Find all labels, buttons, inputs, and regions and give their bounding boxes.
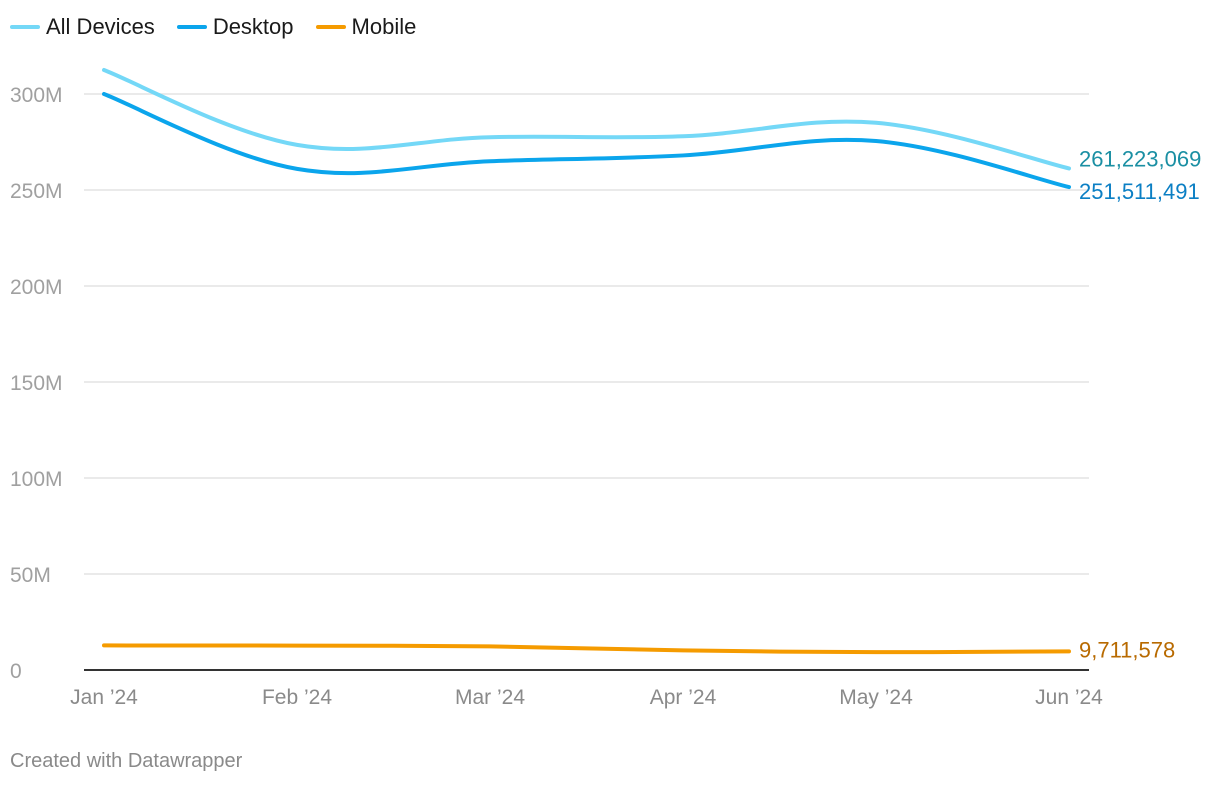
y-tick-label: 250M (10, 180, 63, 203)
x-tick-label: Apr ’24 (650, 686, 717, 709)
y-tick-label: 200M (10, 276, 63, 299)
end-label-mobile: 9,711,578 (1079, 637, 1175, 662)
x-tick-label: Mar ’24 (455, 686, 525, 709)
x-tick-label: Jan ’24 (70, 686, 138, 709)
y-tick-label: 300M (10, 84, 63, 107)
series-line-mobile (102, 643, 1071, 655)
legend-swatch-all-devices (10, 25, 40, 29)
legend: All Devices Desktop Mobile (10, 14, 416, 40)
series-line-all-devices (102, 68, 1071, 171)
y-tick-label: 50M (10, 564, 51, 587)
legend-swatch-mobile (315, 25, 346, 29)
end-label-all-devices: 261,223,069 (1079, 146, 1201, 171)
legend-label-desktop: Desktop (212, 14, 294, 39)
legend-item-all-devices: All Devices (10, 14, 155, 40)
legend-item-mobile: Mobile (315, 14, 417, 40)
end-label-desktop: 251,511,491 (1079, 179, 1200, 204)
legend-swatch-desktop (176, 25, 207, 29)
x-tick-label: May ’24 (839, 686, 913, 709)
y-tick-label: 150M (10, 372, 63, 395)
legend-label-mobile: Mobile (351, 14, 417, 39)
series-line-desktop (102, 92, 1071, 190)
legend-label-all-devices: All Devices (46, 14, 155, 39)
x-tick-label: Feb ’24 (262, 686, 332, 709)
y-tick-label: 100M (10, 468, 63, 491)
y-tick-label: 0 (10, 660, 22, 683)
x-tick-label: Jun ’24 (1035, 686, 1103, 709)
legend-item-desktop: Desktop (176, 14, 294, 40)
footer-credit: Created with Datawrapper (10, 750, 243, 772)
